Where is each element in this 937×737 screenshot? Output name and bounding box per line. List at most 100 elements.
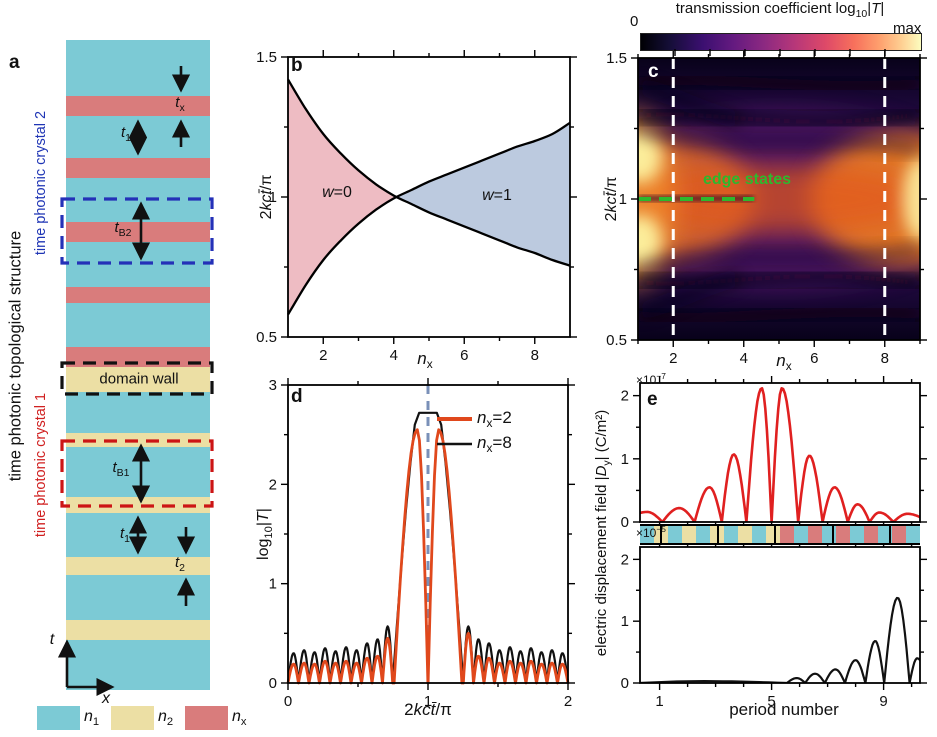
- c-y-axis-label: 2kct̄/π: [603, 176, 620, 222]
- bar-stripe-n1: [724, 526, 738, 543]
- svg-text:2: 2: [564, 693, 572, 710]
- bar-stripe-n1: [668, 526, 682, 543]
- bar-stripe-n1: [696, 526, 710, 543]
- panel-letter-e: e: [647, 389, 658, 410]
- b-y-axis-label: 2kct̄/π: [258, 174, 275, 220]
- svg-text:9: 9: [879, 693, 887, 710]
- svg-text:2: 2: [669, 350, 677, 367]
- bar-stripe-n1: [640, 526, 654, 543]
- svg-text:0: 0: [269, 675, 277, 692]
- stripe-n2: [66, 557, 210, 575]
- legend-swatch-n1: [37, 706, 80, 730]
- b-x-axis-label: nx: [417, 348, 433, 372]
- bar-stripe-nx: [836, 526, 850, 543]
- bar-divider: [659, 526, 662, 543]
- bar-divider: [717, 526, 719, 543]
- label-tB1: tB1: [112, 459, 130, 479]
- d-legend-label-nx8: nx=8: [477, 432, 512, 456]
- colorbar: [640, 33, 922, 51]
- svg-text:1: 1: [621, 451, 629, 468]
- panel-a-annotations: [57, 66, 214, 697]
- e-bottom-scale-label: ×10−5: [636, 524, 666, 540]
- stripe-nx: [66, 96, 210, 116]
- svg-text:1.5: 1.5: [256, 49, 277, 66]
- d-y-axis-label: log10|T|: [254, 508, 276, 560]
- bar-stripe-nx: [808, 526, 822, 543]
- stripe-n2: [66, 367, 210, 392]
- e-x-axis-label: period number: [729, 700, 839, 719]
- label-domain-wall: domain wall: [99, 370, 179, 388]
- panel-letter-c: c: [648, 61, 659, 82]
- legend-label-nx: nx: [232, 707, 247, 729]
- legend-swatch-nx: [185, 706, 228, 730]
- band-gap-chart: 2 4 6 8 0.5 1 1.5: [256, 49, 577, 364]
- svg-text:4: 4: [390, 347, 398, 364]
- panel-letter-d: d: [291, 386, 303, 407]
- svg-text:3: 3: [269, 377, 277, 394]
- colorbar-min-label: 0: [630, 13, 639, 30]
- region-label-w1: w=1: [482, 187, 512, 204]
- label-t1-top: t1: [120, 124, 132, 144]
- legend-swatch-n2: [111, 706, 154, 730]
- svg-text:0: 0: [284, 693, 292, 710]
- side-label-crystal-2: time photonic crystal 2: [33, 110, 49, 256]
- svg-text:8: 8: [881, 350, 889, 367]
- svg-text:1: 1: [621, 613, 629, 630]
- structure-bar: [640, 524, 920, 545]
- bar-stripe-nx: [892, 526, 906, 543]
- svg-text:2: 2: [319, 347, 327, 364]
- svg-text:2: 2: [269, 476, 277, 493]
- stripe-nx: [66, 287, 210, 303]
- svg-text:4: 4: [740, 350, 748, 367]
- stripe-n2: [66, 620, 210, 640]
- svg-text:2: 2: [621, 551, 629, 568]
- side-label-structure: time photonic topological structure: [6, 230, 25, 482]
- side-label-crystal-1: time photonic crystal 1: [33, 392, 49, 538]
- e-top-scale-label: ×10−7: [636, 371, 666, 387]
- svg-text:0.5: 0.5: [606, 332, 627, 349]
- svg-text:1.5: 1.5: [606, 50, 627, 67]
- svg-text:2: 2: [621, 388, 629, 405]
- displacement-field-chart: 0 1 2 1 5 9 0 1 2: [621, 376, 927, 710]
- svg-text:5: 5: [767, 693, 775, 710]
- d-legend-label-nx2: nx=2: [477, 407, 512, 431]
- label-tB2: tB2: [114, 219, 132, 239]
- c-x-axis-label: nx: [776, 350, 792, 374]
- label-t2: t2: [174, 554, 186, 574]
- bar-stripe-n1: [794, 526, 808, 543]
- bar-stripe-nx: [864, 526, 878, 543]
- svg-text:1: 1: [424, 693, 432, 710]
- bar-stripe-n2: [738, 526, 752, 543]
- bar-stripe-nx: [780, 526, 794, 543]
- svg-text:8: 8: [531, 347, 539, 364]
- svg-text:1: 1: [655, 693, 663, 710]
- d-x-axis-label: 2kct̄/π: [404, 700, 452, 719]
- bar-stripe-n1: [752, 526, 766, 543]
- label-t1-bottom: t1: [119, 525, 131, 545]
- colorbar-max-label: max: [893, 20, 922, 37]
- bar-divider: [774, 526, 777, 543]
- bar-stripe-n1: [878, 526, 892, 543]
- legend-label-n1: n1: [84, 707, 100, 729]
- transmission-line-chart: 0 1 2 0 1 2 3: [269, 377, 575, 710]
- e-y-axis-label: electric displacement field |Dy| (C/m²): [593, 409, 613, 657]
- legend-label-n2: n2: [158, 707, 174, 729]
- bar-stripe-n2: [682, 526, 696, 543]
- stripe-nx: [66, 158, 210, 178]
- bar-stripe-n2: [766, 526, 780, 543]
- stripe-n1: [66, 392, 210, 433]
- transmission-heatmap: 2 4 6 8 0.5 1 1.5: [606, 49, 927, 367]
- region-label-w0: w=0: [322, 184, 352, 201]
- svg-text:1: 1: [619, 191, 627, 208]
- label-tx: tx: [175, 94, 185, 114]
- axis-label-x: x: [102, 690, 110, 707]
- bar-stripe-n1: [906, 526, 920, 543]
- bar-divider: [889, 526, 892, 543]
- svg-text:0.5: 0.5: [256, 329, 277, 346]
- bar-stripe-n1: [850, 526, 864, 543]
- svg-text:6: 6: [460, 347, 468, 364]
- svg-text:6: 6: [810, 350, 818, 367]
- svg-text:1: 1: [269, 189, 277, 206]
- svg-text:1: 1: [269, 576, 277, 593]
